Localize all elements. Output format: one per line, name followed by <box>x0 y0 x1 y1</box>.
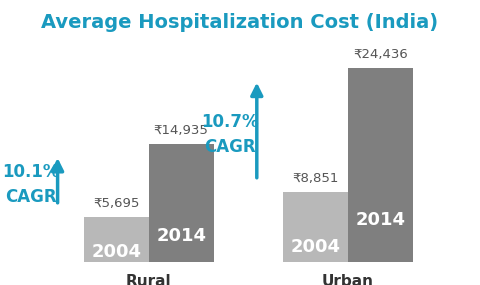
Text: CAGR: CAGR <box>204 138 256 156</box>
Text: 2014: 2014 <box>355 211 406 229</box>
Text: ₹24,436: ₹24,436 <box>353 48 408 61</box>
Text: ₹8,851: ₹8,851 <box>292 172 339 185</box>
Text: 2004: 2004 <box>290 238 341 256</box>
Text: Average Hospitalization Cost (India): Average Hospitalization Cost (India) <box>41 13 439 32</box>
Bar <box>348 68 413 262</box>
Bar <box>84 217 149 262</box>
Bar <box>283 192 348 262</box>
Text: 10.7%: 10.7% <box>202 113 259 131</box>
Text: ₹14,935: ₹14,935 <box>154 124 209 137</box>
Text: 2004: 2004 <box>91 243 142 261</box>
Text: Rural: Rural <box>126 274 172 285</box>
Text: 10.1%: 10.1% <box>2 163 60 181</box>
Text: 2014: 2014 <box>156 227 206 245</box>
Text: CAGR: CAGR <box>5 188 57 207</box>
Bar <box>149 144 214 262</box>
Text: ₹5,695: ₹5,695 <box>93 197 140 210</box>
Text: Urban: Urban <box>322 274 374 285</box>
